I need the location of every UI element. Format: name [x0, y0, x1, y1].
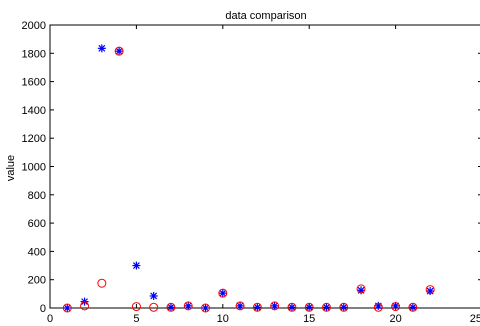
data-point-star: [184, 301, 193, 310]
data-point-star: [253, 303, 262, 312]
data-point-circle: [339, 302, 349, 312]
data-point-star: [339, 303, 348, 312]
data-point-circle: [321, 302, 331, 312]
data-point-star: [63, 304, 72, 312]
y-tick-label: 400: [28, 246, 46, 258]
data-point-circle: [373, 302, 383, 312]
data-point-circle: [131, 302, 141, 312]
data-point-circle: [252, 302, 262, 312]
x-tick-label: 10: [217, 313, 229, 325]
data-point-circle: [235, 301, 245, 311]
y-tick-label: 1600: [22, 77, 46, 89]
data-point-star: [236, 301, 245, 310]
data-marks: [62, 44, 435, 313]
y-tick-label: 800: [28, 190, 46, 202]
y-axis-label: value: [5, 155, 17, 181]
y-tick-label: 1800: [22, 48, 46, 60]
data-point-circle: [287, 302, 297, 312]
data-point-star: [408, 303, 417, 312]
x-tick-label: 5: [133, 313, 139, 325]
y-tick-label: 1200: [22, 133, 46, 145]
data-point-star: [305, 303, 314, 312]
data-point-circle: [218, 288, 228, 298]
data-point-star: [391, 301, 400, 310]
data-point-star: [97, 44, 106, 53]
data-point-circle: [62, 303, 72, 313]
data-point-star: [218, 289, 227, 298]
x-tick-label: 20: [389, 313, 401, 325]
data-point-circle: [391, 302, 401, 312]
axis-ticks: 0 200 400 600 800 1000 1200 1400 1600 1800 2000 0 5 1…: [22, 20, 480, 325]
data-point-circle: [183, 301, 193, 311]
data-point-circle: [408, 302, 418, 312]
data-point-star: [322, 303, 331, 312]
y-tick-label: 2000: [22, 20, 46, 32]
y-tick-label: 0: [40, 303, 46, 315]
data-point-star: [270, 301, 279, 310]
x-tick-label: 25: [470, 313, 480, 325]
data-point-circle: [201, 303, 211, 313]
y-tick-label: 1400: [22, 105, 46, 117]
data-point-circle: [425, 285, 435, 295]
y-tick-label: 600: [28, 218, 46, 230]
data-point-star: [149, 291, 158, 300]
data-point-circle: [80, 301, 90, 311]
y-tick-label: 200: [28, 275, 46, 287]
data-point-circle: [114, 46, 124, 56]
data-point-circle: [304, 302, 314, 312]
data-point-star: [287, 303, 296, 312]
data-point-circle: [97, 278, 107, 288]
y-tick-label: 1000: [22, 162, 46, 174]
chart-title: data comparison: [225, 10, 306, 22]
x-tick-label: 0: [47, 313, 53, 325]
data-point-circle: [166, 302, 176, 312]
data-point-circle: [356, 284, 366, 294]
data-point-circle: [270, 301, 280, 311]
data-point-star: [115, 47, 124, 56]
x-tick-label: 15: [303, 313, 315, 325]
plot-area: [49, 24, 480, 309]
data-point-star: [201, 304, 210, 312]
data-point-star: [132, 261, 141, 270]
data-point-star: [166, 303, 175, 312]
data-point-circle: [149, 302, 159, 312]
